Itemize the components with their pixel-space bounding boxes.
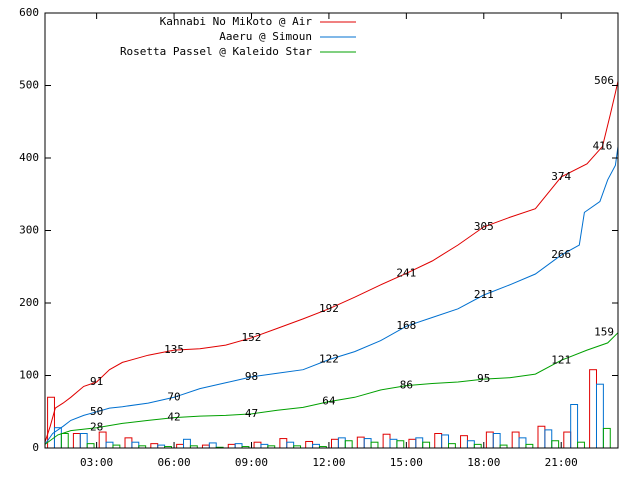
y-tick-label: 400: [19, 151, 39, 164]
data-label: 192: [319, 302, 339, 315]
data-label: 121: [551, 353, 571, 366]
y-tick-label: 100: [19, 369, 39, 382]
y-tick-label: 0: [32, 441, 39, 454]
data-label: 159: [594, 326, 614, 339]
data-label: 64: [322, 395, 336, 408]
x-tick-label: 06:00: [157, 456, 190, 469]
plot-frame: [44, 12, 619, 449]
data-label: 50: [90, 405, 103, 418]
data-label: 374: [551, 170, 571, 183]
data-label: 95: [477, 372, 490, 385]
series-line: [44, 80, 619, 443]
data-label: 416: [593, 139, 613, 152]
series-line: [44, 146, 619, 445]
data-label: 266: [551, 248, 571, 261]
x-tick-label: 03:00: [80, 456, 113, 469]
x-tick-label: 21:00: [545, 456, 578, 469]
x-tick-label: 18:00: [467, 456, 500, 469]
data-label: 98: [245, 370, 258, 383]
axes: 0 100 200 300 400 500 600 03:00 06:00 09:00 12:00 1…: [19, 6, 618, 469]
y-tick-label: 500: [19, 79, 39, 92]
data-label: 70: [167, 390, 180, 403]
data-label: 305: [474, 220, 494, 233]
lines: 91 135 152 192 241 305 374 416 506 50 70 98 122 168 21…: [44, 74, 619, 445]
series-line: [44, 332, 619, 445]
data-label: 86: [400, 379, 413, 392]
data-label: 42: [167, 411, 180, 424]
y-tick-label: 300: [19, 224, 39, 237]
data-label: 241: [396, 266, 416, 279]
data-label: 47: [245, 407, 258, 420]
y-tick-label: 600: [19, 6, 39, 19]
data-label: 28: [90, 421, 103, 434]
data-label: 135: [164, 343, 184, 356]
data-label: 211: [474, 288, 494, 301]
legend-label: Kannabi No Mikoto @ Air: [160, 15, 313, 28]
x-tick-label: 15:00: [390, 456, 423, 469]
data-label: 152: [242, 331, 262, 344]
x-tick-label: 12:00: [312, 456, 345, 469]
y-tick-label: 200: [19, 296, 39, 309]
legend-label: Aaeru @ Simoun: [219, 30, 312, 43]
data-label: 168: [396, 319, 416, 332]
data-label: 506: [594, 74, 614, 87]
x-tick-label: 09:00: [235, 456, 268, 469]
legend-label: Rosetta Passel @ Kaleido Star: [120, 45, 312, 58]
data-label: 122: [319, 353, 339, 366]
data-label: 91: [90, 375, 103, 388]
